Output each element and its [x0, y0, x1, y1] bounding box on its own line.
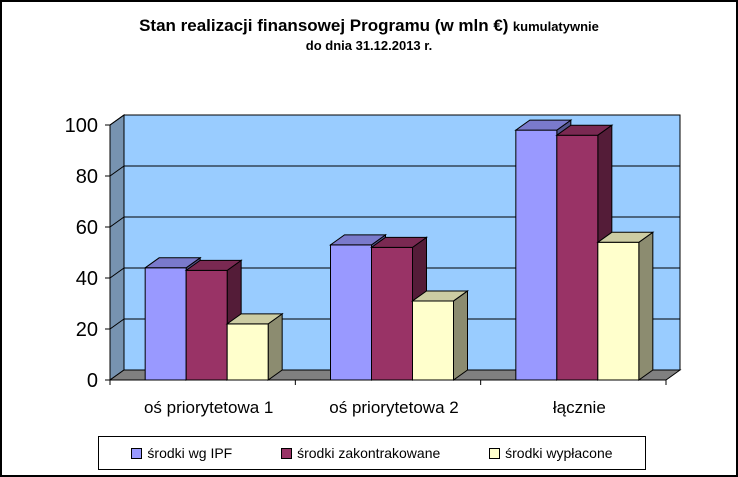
- bar: [597, 241, 640, 381]
- bar-top: [514, 119, 573, 131]
- bar-top: [143, 257, 202, 269]
- bar: [330, 244, 372, 381]
- legend-swatch-zakontrakowane: [281, 447, 293, 459]
- legend-label-wyplacone: środki wypłacone: [505, 445, 613, 461]
- legend-label-zakontrakowane: środki zakontrakowane: [297, 445, 441, 461]
- bar: [226, 323, 269, 381]
- x-tick-label: oś priorytetowa 1: [144, 398, 273, 417]
- gridline-side: [109, 267, 125, 279]
- bar: [515, 129, 558, 381]
- x-tick-label: oś priorytetowa 2: [329, 398, 458, 417]
- bar-top: [555, 124, 614, 136]
- x-tick-label: łącznie: [553, 398, 606, 417]
- chart-title-suffix: kumulatywnie: [512, 19, 599, 34]
- bar: [144, 267, 187, 381]
- gridline-side: [109, 216, 125, 228]
- gridline-side: [109, 318, 125, 330]
- bar-top: [369, 236, 429, 248]
- y-tick-label: 0: [87, 370, 98, 392]
- bar-side: [267, 312, 283, 381]
- y-tick-label: 100: [65, 115, 98, 137]
- chart-legend: środki wg IPF środki zakontrakowane środ…: [98, 436, 646, 470]
- bar-top: [225, 313, 284, 325]
- bar: [371, 246, 413, 381]
- bar-side: [453, 289, 468, 381]
- bar-top: [410, 290, 470, 302]
- bar: [556, 134, 599, 381]
- chart-subtitle: do dnia 31.12.2013 r.: [305, 38, 433, 53]
- bar-side: [638, 231, 654, 381]
- y-tick-label: 60: [76, 217, 98, 239]
- chart-title: Stan realizacji finansowej Programu (w m…: [0, 16, 738, 36]
- legend-label-ipf: środki wg IPF: [147, 445, 233, 461]
- legend-swatch-ipf: [131, 447, 143, 459]
- legend-item-zakontrakowane: środki zakontrakowane: [281, 445, 440, 461]
- bar: [412, 300, 454, 381]
- chart-title-main: Stan realizacji finansowej Programu (w m…: [139, 16, 509, 35]
- y-tick-label: 80: [76, 166, 98, 188]
- bar-top: [184, 259, 243, 271]
- legend-swatch-wyplacone: [489, 447, 501, 459]
- bar-top: [596, 231, 655, 243]
- gridline-side: [109, 114, 125, 126]
- plot-side-wall: [109, 114, 125, 381]
- legend-item-wyplacone: środki wypłacone: [489, 445, 613, 461]
- bar-top: [328, 234, 388, 246]
- bar: [185, 269, 228, 381]
- y-tick-label: 20: [76, 319, 98, 341]
- gridline-side: [109, 165, 125, 177]
- y-tick-label: 40: [76, 268, 98, 290]
- legend-item-ipf: środki wg IPF: [131, 445, 232, 461]
